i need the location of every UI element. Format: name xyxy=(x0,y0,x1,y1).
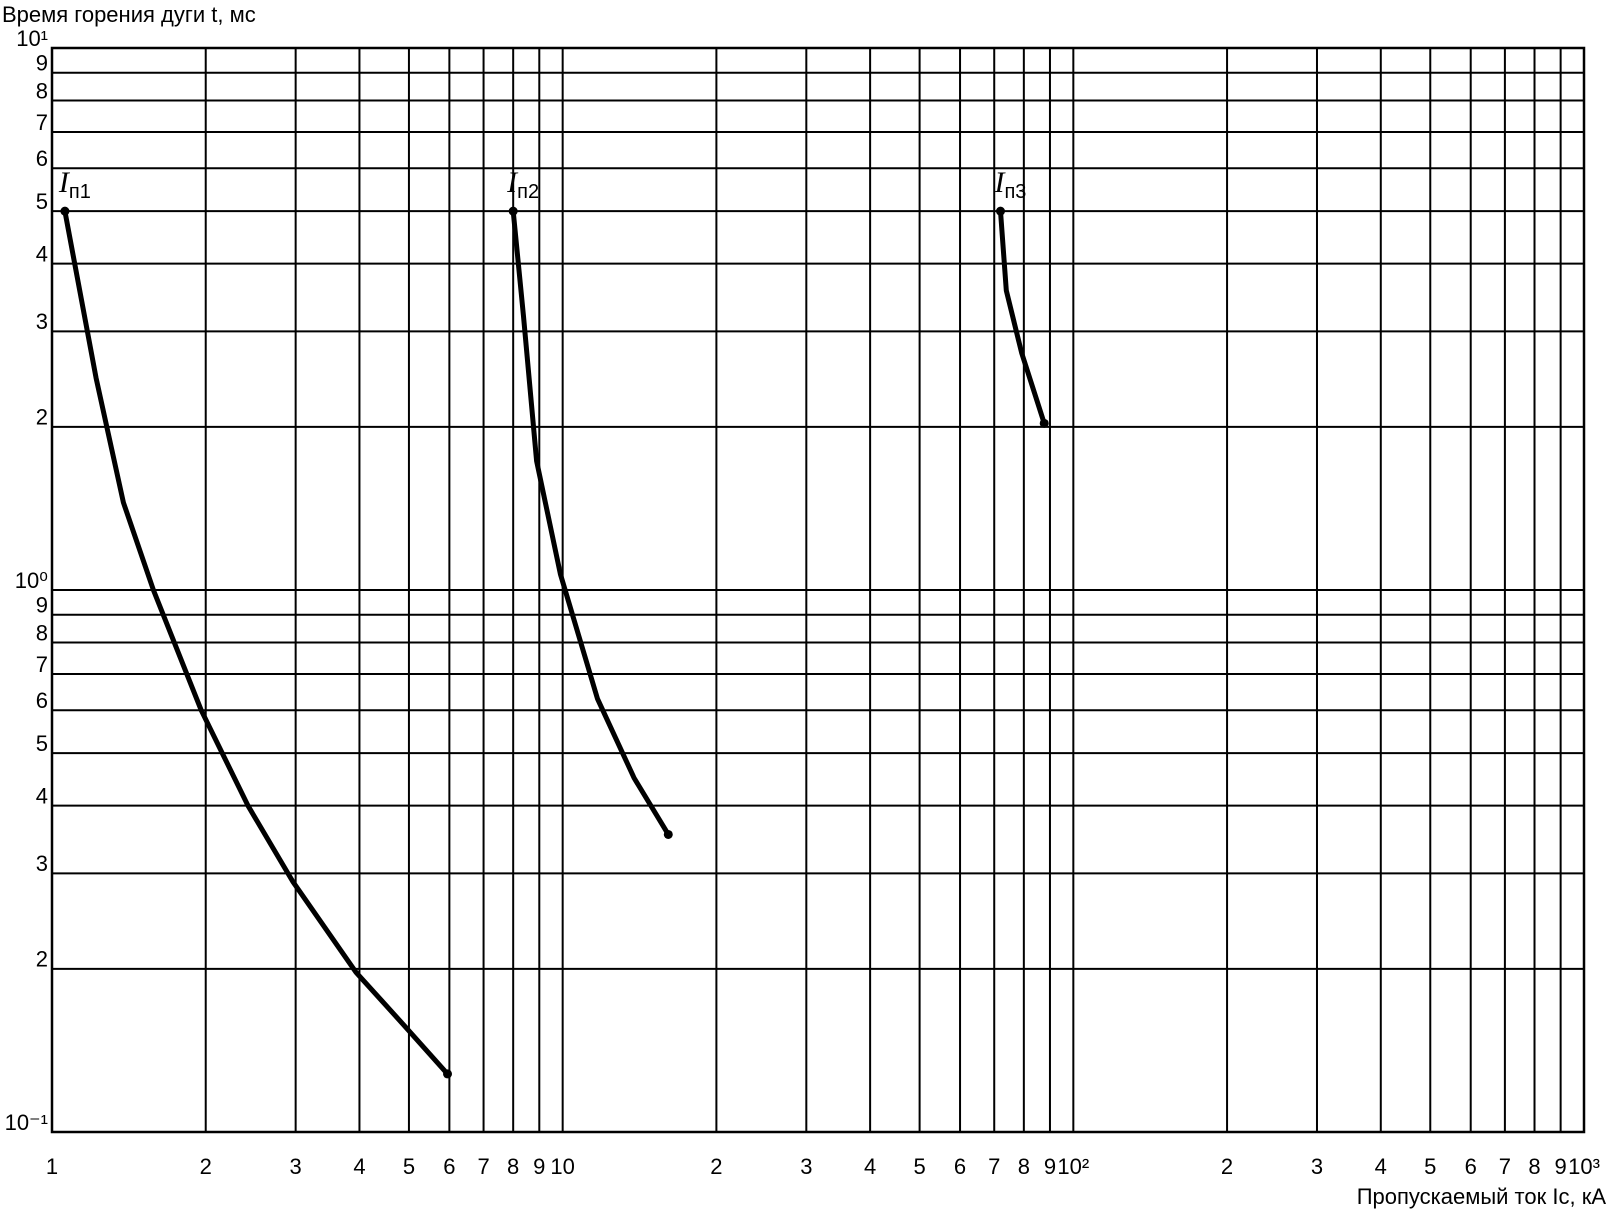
y-tick-label: 7 xyxy=(36,652,48,677)
x-tick-label: 5 xyxy=(1424,1154,1436,1179)
x-tick-label: 3 xyxy=(1311,1154,1323,1179)
x-tick-label: 3 xyxy=(290,1154,302,1179)
y-tick-label: 8 xyxy=(36,620,48,645)
series-label-main: I xyxy=(506,166,519,199)
series-label: Iп3 xyxy=(993,166,1026,203)
x-tick-label: 4 xyxy=(353,1154,365,1179)
x-tick-label: 6 xyxy=(954,1154,966,1179)
end-point xyxy=(60,206,70,216)
end-point xyxy=(663,829,673,839)
x-tick-label: 7 xyxy=(477,1154,489,1179)
series-line xyxy=(510,208,671,837)
y-tick-label: 10⁻¹ xyxy=(5,1110,48,1135)
x-tick-label: 2 xyxy=(200,1154,212,1179)
y-tick-label: 3 xyxy=(36,851,48,876)
series-label-sub: п2 xyxy=(517,181,539,203)
x-tick-label: 3 xyxy=(800,1154,812,1179)
y-tick-label: 9 xyxy=(36,51,48,76)
x-tick-label: 2 xyxy=(1221,1154,1233,1179)
y-tick-label: 10⁰ xyxy=(15,568,48,593)
series-label: Iп2 xyxy=(506,166,539,203)
y-tick-label: 10¹ xyxy=(16,26,48,51)
x-tick-label: 4 xyxy=(1375,1154,1387,1179)
x-tick-label: 1 xyxy=(46,1154,58,1179)
x-tick-label: 5 xyxy=(403,1154,415,1179)
end-point xyxy=(443,1069,453,1079)
x-tick-label: 7 xyxy=(988,1154,1000,1179)
series-line xyxy=(62,208,450,1077)
end-point xyxy=(508,206,518,216)
end-point xyxy=(995,206,1005,216)
x-tick-label: 5 xyxy=(913,1154,925,1179)
y-tick-label: 5 xyxy=(36,189,48,214)
y-tick-label: 6 xyxy=(36,688,48,713)
series-label-sub: п3 xyxy=(1004,181,1026,203)
y-tick-label: 8 xyxy=(36,78,48,103)
x-tick-label: 9 xyxy=(533,1154,545,1179)
y-tick-label: 4 xyxy=(36,783,48,808)
x-tick-label: 8 xyxy=(507,1154,519,1179)
y-tick-label: 2 xyxy=(36,405,48,430)
series-label-sub: п1 xyxy=(69,181,91,203)
plot-frame xyxy=(50,46,1586,1134)
y-tick-label: 6 xyxy=(36,146,48,171)
series-label-main: I xyxy=(58,166,71,199)
x-tick-label: 9 xyxy=(1555,1154,1567,1179)
y-tick-label: 9 xyxy=(36,593,48,618)
x-tick-label: 8 xyxy=(1528,1154,1540,1179)
x-tick-label: 8 xyxy=(1018,1154,1030,1179)
x-tick-label: 10² xyxy=(1057,1154,1089,1179)
y-tick-label: 7 xyxy=(36,110,48,135)
x-tick-label: 7 xyxy=(1499,1154,1511,1179)
x-tick-label: 4 xyxy=(864,1154,876,1179)
x-tick-label: 10³ xyxy=(1568,1154,1600,1179)
series-label: Iп1 xyxy=(58,166,91,203)
series-line xyxy=(998,208,1047,426)
x-tick-label: 10 xyxy=(550,1154,574,1179)
series-label-main: I xyxy=(993,166,1006,199)
y-tick-label: 3 xyxy=(36,309,48,334)
y-tick-label: 4 xyxy=(36,241,48,266)
end-point xyxy=(1039,418,1049,428)
y-tick-label: 5 xyxy=(36,731,48,756)
x-tick-label: 6 xyxy=(1465,1154,1477,1179)
x-tick-label: 2 xyxy=(710,1154,722,1179)
y-tick-label: 2 xyxy=(36,947,48,972)
x-tick-label: 9 xyxy=(1044,1154,1056,1179)
x-axis-title: Пропускаемый ток Iс, кА xyxy=(1357,1184,1607,1209)
x-tick-label: 6 xyxy=(443,1154,455,1179)
y-axis-title: Время горения дуги t, мс xyxy=(2,2,256,27)
